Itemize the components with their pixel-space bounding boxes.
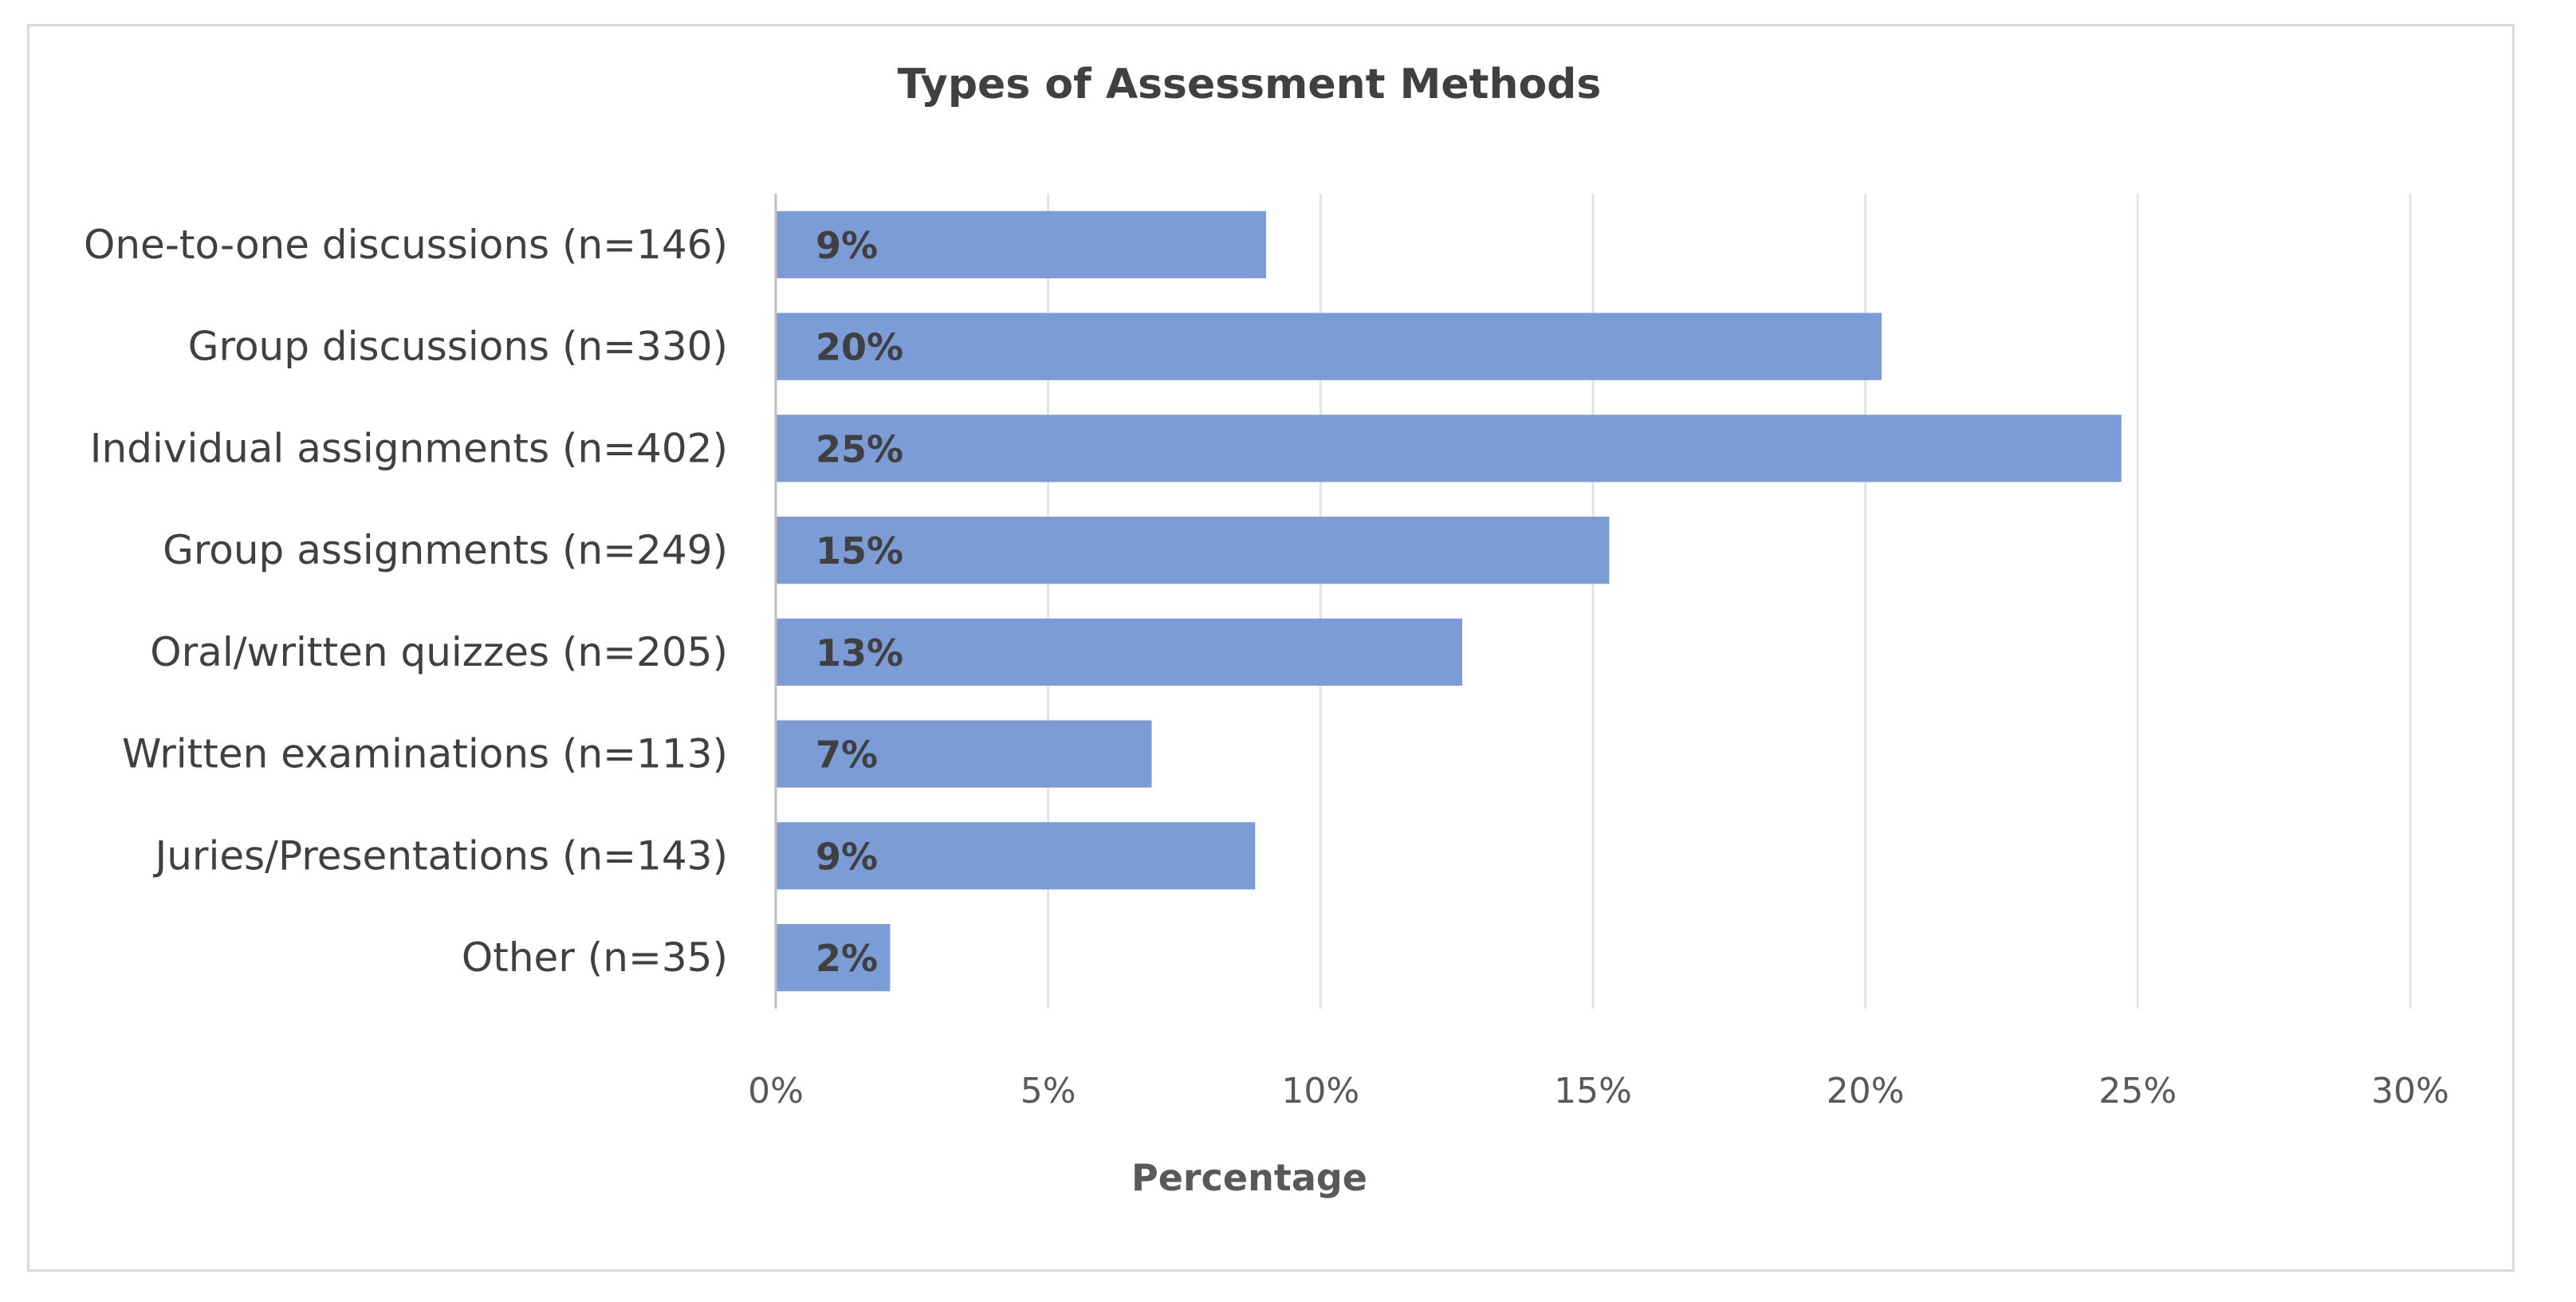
x-tick-label: 25% xyxy=(2098,1071,2177,1111)
category-label: Group discussions (n=330) xyxy=(188,324,728,370)
data-label: 15% xyxy=(816,529,903,572)
data-label: 25% xyxy=(816,427,903,470)
category-label: One-to-one discussions (n=146) xyxy=(84,222,728,268)
category-labels: One-to-one discussions (n=146) Group disc… xyxy=(84,222,728,981)
bar xyxy=(776,210,1266,279)
chart-frame: Types of Assessment Methods 9% 20% 25% 15% 1… xyxy=(27,24,2515,1272)
bar xyxy=(776,923,891,992)
category-label: Group assignments (n=249) xyxy=(163,527,728,573)
category-label: Juries/Presentations (n=143) xyxy=(152,832,728,879)
data-label: 9% xyxy=(816,835,878,878)
x-axis-title: Percentage xyxy=(1131,1156,1367,1199)
category-label: Individual assignments (n=402) xyxy=(90,425,728,471)
bar xyxy=(776,720,1152,788)
x-tick-label: 0% xyxy=(748,1071,804,1111)
x-tick-label: 10% xyxy=(1281,1071,1359,1111)
bar xyxy=(776,618,1462,686)
x-tick-label: 5% xyxy=(1021,1071,1076,1111)
bar xyxy=(776,415,2122,482)
x-tick-label: 30% xyxy=(2371,1071,2449,1111)
bar xyxy=(776,516,1610,584)
data-label: 2% xyxy=(816,937,878,980)
category-label: Oral/written quizzes (n=205) xyxy=(150,629,728,675)
x-tick-labels: 0% 5% 10% 15% 20% 25% 30% xyxy=(748,1071,2449,1111)
bar-chart: Types of Assessment Methods 9% 20% 25% 15% 1… xyxy=(84,61,2449,1199)
category-label: Other (n=35) xyxy=(462,934,728,981)
category-label: Written examinations (n=113) xyxy=(122,731,728,777)
data-label: 13% xyxy=(816,631,903,675)
x-tick-label: 20% xyxy=(1827,1071,1905,1111)
data-label: 20% xyxy=(816,326,903,369)
bar xyxy=(776,822,1256,890)
chart-title: Types of Assessment Methods xyxy=(898,61,1602,108)
data-label: 7% xyxy=(816,734,878,777)
x-tick-label: 15% xyxy=(1554,1071,1632,1111)
bar xyxy=(776,313,1882,380)
data-label: 9% xyxy=(816,224,878,267)
bars: 9% 20% 25% 15% 13% 7% 9% 2% xyxy=(776,210,2122,992)
